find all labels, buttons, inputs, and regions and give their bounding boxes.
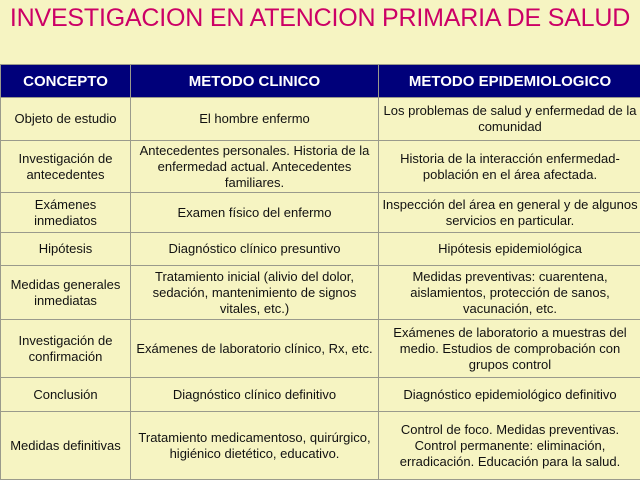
clinical-cell: El hombre enfermo: [130, 97, 379, 141]
clinical-cell: Exámenes de laboratorio clínico, Rx, etc…: [130, 319, 379, 378]
epidemiological-cell: Exámenes de laboratorio a muestras del m…: [378, 319, 640, 378]
epidemiological-cell: Diagnóstico epidemiológico definitivo: [378, 377, 640, 412]
concept-cell: Investigación de antecedentes: [0, 140, 131, 193]
epidemiological-cell: Medidas preventivas: cuarentena, aislami…: [378, 265, 640, 320]
clinical-cell: Tratamiento medicamentoso, quirúrgico, h…: [130, 411, 379, 480]
epidemiological-cell: Control de foco. Medidas preventivas. Co…: [378, 411, 640, 480]
clinical-cell: Examen físico del enfermo: [130, 192, 379, 233]
table-row: Medidas definitivas Tratamiento medicamen…: [0, 411, 640, 480]
table-row: Hipótesis Diagnóstico clínico presuntivo H…: [0, 232, 640, 266]
clinical-cell: Diagnóstico clínico definitivo: [130, 377, 379, 412]
slide-title: INVESTIGACION EN ATENCION PRIMARIA DE SA…: [9, 4, 631, 32]
table-row: Objeto de estudio El hombre enfermo Los pr…: [0, 97, 640, 141]
comparison-table: CONCEPTO METODO CLINICO METODO EPIDEMIOL…: [0, 64, 640, 480]
table-row: Investigación de antecedentes Antecedente…: [0, 140, 640, 193]
concept-cell: Medidas definitivas: [0, 411, 131, 480]
epidemiological-cell: Inspección del área en general y de algu…: [378, 192, 640, 233]
table-row: Medidas generales inmediatas Tratamiento …: [0, 265, 640, 320]
epidemiological-cell: Historia de la interacción enfermedad-po…: [378, 140, 640, 193]
header-concepto: CONCEPTO: [0, 64, 131, 98]
clinical-cell: Diagnóstico clínico presuntivo: [130, 232, 379, 266]
concept-cell: Investigación de confirmación: [0, 319, 131, 378]
clinical-cell: Antecedentes personales. Historia de la …: [130, 140, 379, 193]
concept-cell: Exámenes inmediatos: [0, 192, 131, 233]
concept-cell: Hipótesis: [0, 232, 131, 266]
table-row: Conclusión Diagnóstico clínico definitivo…: [0, 377, 640, 412]
concept-cell: Conclusión: [0, 377, 131, 412]
concept-cell: Medidas generales inmediatas: [0, 265, 131, 320]
epidemiological-cell: Hipótesis epidemiológica: [378, 232, 640, 266]
header-metodo-epidemiologico: METODO EPIDEMIOLOGICO: [378, 64, 640, 98]
table-row: Exámenes inmediatos Examen físico del enf…: [0, 192, 640, 233]
concept-cell: Objeto de estudio: [0, 97, 131, 141]
table-row: Investigación de confirmación Exámenes de…: [0, 319, 640, 378]
table-header-row: CONCEPTO METODO CLINICO METODO EPIDEMIOL…: [0, 64, 640, 98]
epidemiological-cell: Los problemas de salud y enfermedad de l…: [378, 97, 640, 141]
clinical-cell: Tratamiento inicial (alivio del dolor, s…: [130, 265, 379, 320]
header-metodo-clinico: METODO CLINICO: [130, 64, 379, 98]
